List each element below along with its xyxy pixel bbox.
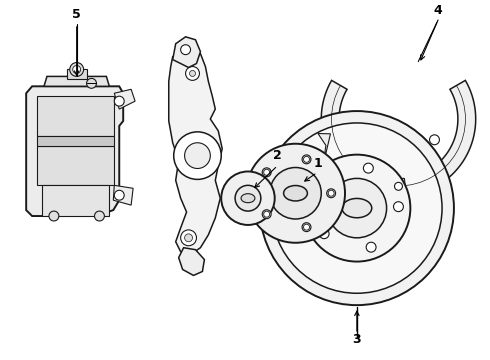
Ellipse shape (342, 198, 372, 218)
Polygon shape (37, 96, 114, 136)
Circle shape (181, 230, 196, 246)
Polygon shape (113, 185, 133, 205)
Polygon shape (26, 86, 123, 216)
Circle shape (303, 224, 310, 230)
Circle shape (246, 144, 345, 243)
Circle shape (235, 185, 261, 211)
Circle shape (264, 211, 270, 217)
Text: 3: 3 (352, 333, 361, 346)
Polygon shape (114, 89, 135, 109)
Circle shape (302, 155, 311, 164)
Ellipse shape (284, 185, 307, 201)
Polygon shape (44, 76, 109, 86)
Circle shape (260, 111, 454, 305)
Circle shape (364, 163, 373, 173)
Circle shape (264, 169, 270, 175)
Circle shape (49, 211, 59, 221)
Circle shape (430, 135, 440, 145)
Circle shape (87, 78, 97, 88)
Circle shape (327, 179, 387, 238)
Circle shape (303, 155, 410, 262)
Text: 4: 4 (433, 4, 442, 17)
Polygon shape (169, 50, 222, 255)
Polygon shape (67, 69, 87, 80)
Circle shape (221, 171, 275, 225)
Circle shape (303, 156, 310, 162)
Circle shape (114, 96, 124, 106)
Circle shape (366, 242, 376, 252)
Text: 5: 5 (72, 8, 80, 21)
Polygon shape (318, 134, 330, 166)
Polygon shape (42, 185, 109, 216)
Circle shape (262, 210, 271, 219)
Circle shape (181, 45, 191, 55)
Polygon shape (391, 179, 406, 196)
Polygon shape (37, 146, 114, 185)
Circle shape (393, 202, 403, 212)
Circle shape (185, 234, 193, 242)
Circle shape (186, 67, 199, 80)
Circle shape (319, 229, 329, 239)
Text: 2: 2 (273, 149, 281, 162)
Text: 1: 1 (313, 157, 322, 170)
Circle shape (95, 211, 104, 221)
Circle shape (272, 123, 442, 293)
Circle shape (185, 143, 210, 168)
Circle shape (73, 66, 81, 73)
Circle shape (262, 168, 271, 177)
Circle shape (318, 180, 327, 190)
Circle shape (70, 63, 84, 76)
Ellipse shape (241, 194, 255, 203)
Circle shape (328, 190, 334, 196)
Circle shape (190, 71, 196, 76)
Circle shape (327, 189, 336, 198)
Circle shape (114, 190, 124, 200)
Circle shape (270, 167, 321, 219)
Circle shape (394, 183, 402, 190)
Circle shape (302, 223, 311, 231)
Polygon shape (179, 248, 204, 275)
Polygon shape (37, 136, 114, 146)
Polygon shape (172, 37, 200, 68)
Circle shape (174, 132, 221, 179)
Polygon shape (321, 80, 476, 196)
